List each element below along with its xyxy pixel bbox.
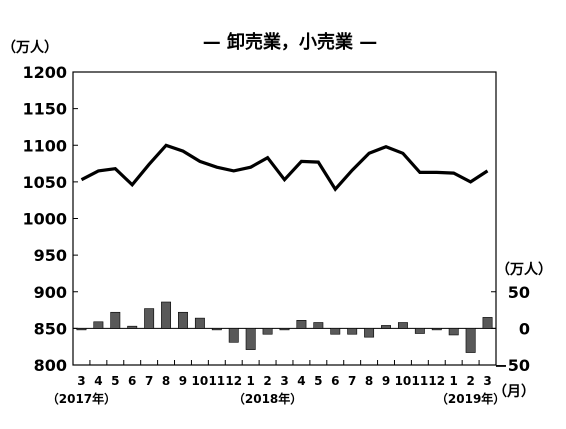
change-bar — [262, 328, 273, 335]
x-tick-label: 12 — [428, 374, 445, 388]
change-bar — [414, 328, 425, 334]
x-tick-label: 10 — [192, 374, 209, 388]
change-bar — [347, 328, 358, 335]
x-tick-label: 1 — [246, 374, 254, 388]
x-tick-label: 1 — [450, 374, 458, 388]
x-tick-label: 6 — [331, 374, 339, 388]
x-tick-label: 10 — [395, 374, 412, 388]
plot-frame — [72, 71, 497, 366]
change-bar — [161, 301, 172, 329]
change-bar — [144, 308, 155, 329]
change-bar — [194, 317, 205, 329]
left-tick-label: 900 — [34, 283, 67, 302]
x-tick-label: 12 — [225, 374, 242, 388]
month-unit: （月） — [493, 384, 535, 400]
change-bar — [228, 328, 239, 343]
left-tick-label: 850 — [34, 319, 67, 338]
change-bar — [178, 311, 188, 329]
right-tick-label: −50 — [494, 356, 530, 375]
x-tick-label: 2 — [466, 374, 474, 388]
x-tick-label: 8 — [365, 374, 373, 388]
x-tick-label: 11 — [208, 374, 225, 388]
year-label: （2018年） — [233, 391, 302, 406]
x-tick-label: 3 — [280, 374, 288, 388]
change-bar — [110, 311, 121, 329]
x-tick-label: 3 — [483, 374, 491, 388]
left-tick-label: 1000 — [22, 210, 67, 229]
left-tick-label: 950 — [34, 246, 67, 265]
change-bar — [364, 328, 375, 338]
x-tick-label: 5 — [314, 374, 322, 388]
left-tick-label: 1050 — [22, 173, 67, 192]
right-tick-label: 50 — [508, 283, 530, 302]
left-tick-label: 1150 — [22, 100, 67, 119]
x-tick-label: 5 — [111, 374, 119, 388]
right-tick-label: 0 — [519, 319, 530, 338]
left-tick-label: 800 — [34, 356, 67, 375]
x-tick-label: 9 — [179, 374, 187, 388]
x-tick-label: 3 — [77, 374, 85, 388]
year-label: （2019年） — [436, 391, 505, 406]
right-axis-unit: （万人） — [496, 261, 552, 278]
change-bar — [431, 328, 442, 331]
year-label: （2017年） — [47, 391, 116, 406]
change-bar — [397, 322, 408, 329]
left-tick-label: 1100 — [22, 136, 67, 155]
x-tick-label: 6 — [128, 374, 136, 388]
x-tick-label: 7 — [348, 374, 356, 388]
change-bar — [482, 317, 493, 329]
x-tick-label: 7 — [145, 374, 153, 388]
x-tick-label: 4 — [94, 374, 102, 388]
change-bar — [296, 320, 307, 329]
x-tick-label: 2 — [263, 374, 271, 388]
change-bar — [448, 328, 459, 336]
change-bar — [211, 328, 222, 331]
x-tick-label: 4 — [297, 374, 305, 388]
chart-title: — 卸売業，小売業 — — [203, 31, 378, 53]
left-axis-unit: （万人） — [2, 39, 58, 56]
change-bar — [279, 328, 290, 331]
x-tick-label: 11 — [412, 374, 429, 388]
change-bar — [313, 322, 324, 329]
x-tick-label: 9 — [382, 374, 390, 388]
change-bar — [93, 321, 104, 329]
left-tick-label: 1200 — [22, 63, 67, 82]
change-bar — [330, 328, 341, 335]
change-bar — [76, 328, 87, 331]
change-bar — [465, 328, 476, 353]
change-bar — [381, 325, 391, 329]
change-bar — [245, 328, 256, 350]
employment-line — [80, 143, 489, 192]
x-tick-label: 8 — [162, 374, 170, 388]
change-bar — [127, 325, 138, 329]
